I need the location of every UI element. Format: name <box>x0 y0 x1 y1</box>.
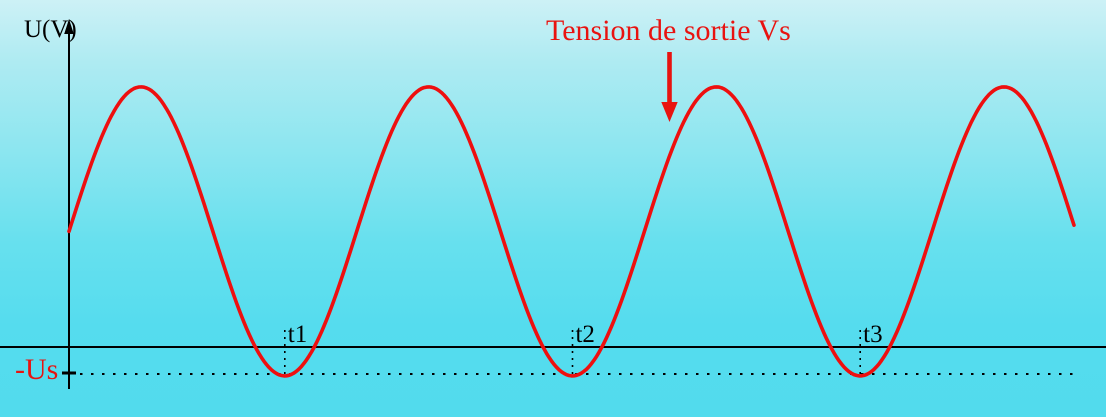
annotation-title: Tension de sortie Vs <box>546 14 791 47</box>
sine-curve <box>67 85 1076 378</box>
t3-label: t3 <box>863 321 883 348</box>
t-tick-marks <box>283 330 862 374</box>
annotation-arrow-head-icon <box>661 102 678 122</box>
t2-label: t2 <box>575 321 595 348</box>
t1-label: t1 <box>287 321 308 348</box>
y-axis-label: U(V) <box>24 16 77 43</box>
neg-us-label: -Us <box>15 353 59 386</box>
y-axis-arrowhead-icon <box>64 19 74 34</box>
